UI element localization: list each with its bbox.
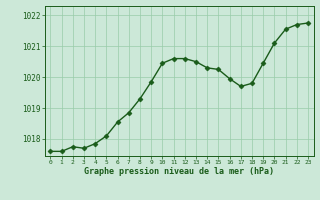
X-axis label: Graphe pression niveau de la mer (hPa): Graphe pression niveau de la mer (hPa) <box>84 167 274 176</box>
